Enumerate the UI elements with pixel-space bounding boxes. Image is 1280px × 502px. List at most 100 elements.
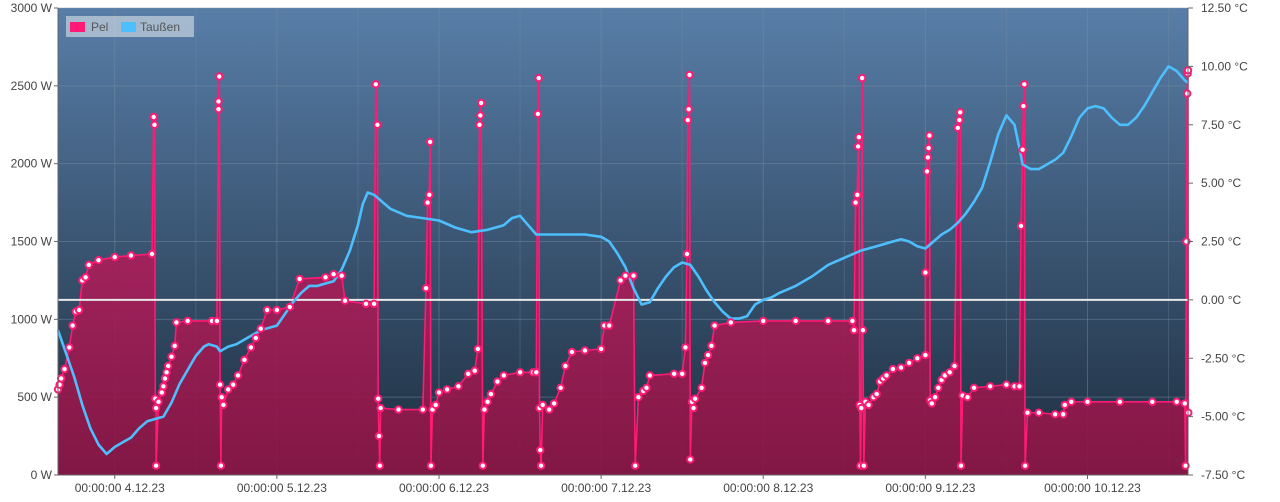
pel-point [374,431,384,441]
axes: 0 W 500 W 1000 W 1500 W 2000 W 2500 W 3000 W -7… [11,1,1249,495]
y-right-tick-label: 7.50 °C [1201,118,1241,132]
pel-point [480,405,489,414]
pel-point [690,394,700,403]
legend-label-taussen[interactable]: Taußen [140,20,180,34]
pel-point [486,389,496,399]
legend[interactable]: Pel Taußen [66,16,194,37]
pel-point [956,461,966,470]
pel-point [681,343,690,352]
pel-point [1148,397,1157,406]
pel-point [149,112,158,122]
pel-point [375,461,384,470]
pel-point [421,284,431,293]
pel-markers [53,66,1193,470]
pel-point [285,302,294,312]
pel-point [1183,89,1192,98]
pel-point [215,380,225,389]
pel-point [68,321,77,330]
y-left-tick-label: 2000 W [11,157,53,171]
pel-point [94,256,103,265]
pel-point [373,120,382,130]
pel-point [853,142,863,151]
pel-point [629,271,638,280]
pel-point [858,326,868,335]
pel-point [538,400,547,410]
pel-point [848,316,857,326]
pel-point [374,394,383,403]
pel-point [689,403,698,413]
pel-point [561,361,570,371]
pel-point [923,153,932,162]
pel-point [164,361,173,371]
pel-point [864,400,873,410]
pel-point [340,296,350,305]
pel-point [214,97,223,106]
pel-point [1059,410,1068,419]
legend-swatch-taussen[interactable] [121,22,136,32]
pel-point [857,403,866,413]
pel-point [924,143,933,153]
pel-point [425,137,435,147]
pel-point [515,368,525,377]
pel-point [476,111,485,120]
pel-point [371,80,380,89]
pel-point [683,115,692,125]
x-tick-label: 00:00:00 5.12.23 [237,481,327,495]
pel-point [922,167,932,176]
pel-point [329,270,338,279]
pel-point [81,273,90,282]
x-tick-label: 00:00:00 7.12.23 [561,481,651,495]
pel-point [634,393,643,402]
pel-point [1018,145,1027,154]
pel-point [321,273,330,282]
pel-point [532,368,541,377]
pel-point [1019,101,1028,111]
temperature-series [56,65,1189,456]
pel-point [150,120,159,130]
y-left-tick-label: 1000 W [11,312,53,326]
pel-point [882,371,891,380]
pel-point [337,271,346,280]
pel-point [1020,80,1029,89]
pel-point [1083,397,1092,406]
pel-point [1172,397,1181,406]
pel-point [921,268,930,277]
y-left-tick-label: 2500 W [11,79,53,93]
pel-point [228,380,238,389]
pel-point [1002,380,1011,389]
pel-point [534,73,543,83]
pel-point [1023,408,1032,417]
pel-point [616,276,625,285]
legend-swatch-pel[interactable] [70,22,85,32]
pel-point [361,299,371,308]
pel-point [956,108,965,117]
y-right-tick-label: -7.50 °C [1201,468,1245,482]
pel-point [394,405,403,414]
x-tick-label: 00:00:00 8.12.23 [723,481,813,495]
y-right-tick-label: 2.50 °C [1201,235,1241,249]
pel-point [872,389,881,399]
pel-point [151,461,161,470]
pel-point [216,461,226,470]
pel-point [60,364,69,374]
pel-point [74,305,84,315]
legend-label-pel[interactable]: Pel [91,20,108,34]
pel-point [621,271,630,280]
y-right-tick-label: 5.00 °C [1201,176,1241,190]
pel-point [913,354,922,363]
pel-point [1015,382,1024,391]
pel-point [930,393,940,402]
pel-point [963,393,972,402]
pel-point [167,352,176,361]
taussen-line [56,65,1189,456]
pel-point [478,461,487,470]
pel-point [823,316,833,326]
pel-point [605,321,614,330]
pel-point [475,120,484,130]
pel-point [418,405,427,414]
pel-point [853,190,862,200]
pel-point [857,73,867,83]
pel-point [57,374,66,383]
pel-point [678,369,687,378]
pel-point [65,343,74,352]
